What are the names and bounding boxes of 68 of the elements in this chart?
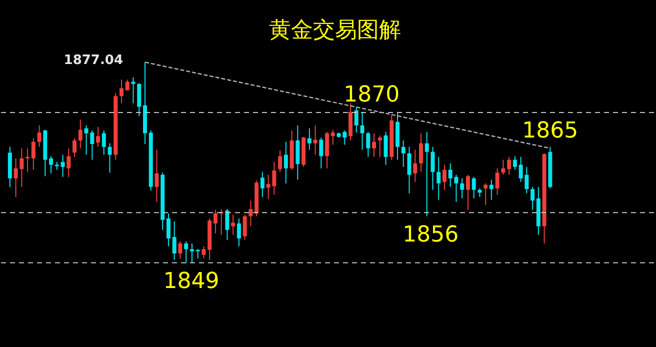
candlestick (166, 212, 170, 247)
candlestick (354, 106, 358, 134)
candlestick (96, 126, 100, 148)
candlestick (436, 156, 441, 200)
candlestick (501, 159, 506, 176)
ref-line-label: 1849 (163, 268, 220, 294)
candlestick (325, 131, 330, 169)
candlestick (125, 79, 130, 91)
candlestick (372, 132, 376, 158)
candlestick (418, 132, 423, 172)
candlestick (495, 168, 500, 196)
candlestick (424, 131, 429, 217)
candlestick (66, 148, 71, 178)
candlestick (407, 146, 412, 194)
candlestick (184, 240, 188, 264)
candlestick (366, 131, 370, 158)
candlestick (442, 164, 446, 190)
candlestick (330, 129, 335, 146)
candlestick (49, 156, 54, 174)
candlestick (260, 171, 264, 198)
candlestick (190, 242, 194, 264)
candlestick (178, 240, 182, 259)
candlestick (231, 214, 236, 236)
candlestick (489, 179, 494, 200)
ref-line-label: 1856 (402, 222, 459, 248)
candlestick (284, 141, 288, 184)
candlestick (102, 130, 106, 156)
candlestick (413, 149, 418, 182)
candlestick (278, 150, 282, 172)
candlestick (225, 208, 230, 240)
candlestick (378, 134, 382, 158)
candlestick (196, 248, 200, 259)
candlestick (307, 128, 312, 150)
candlestick (131, 76, 136, 104)
data-label: 1865 (522, 118, 578, 144)
candlestick (137, 82, 142, 117)
candlestick (319, 137, 324, 169)
candlestick (236, 218, 241, 247)
candlestick (78, 119, 82, 149)
candlestick (120, 79, 124, 104)
candlestick (360, 111, 364, 150)
candlestick (484, 182, 488, 206)
candlestick (512, 156, 517, 170)
candlestick (530, 186, 535, 210)
candlestick (460, 178, 464, 199)
candlestick (507, 156, 512, 176)
candlestick (31, 138, 36, 170)
chart-title: 黄金交易图解 (269, 18, 401, 43)
candlestick (472, 176, 476, 199)
data-label: 1877.04 (64, 53, 123, 68)
candlestick (154, 149, 159, 202)
candlestick (202, 246, 206, 259)
ref-line-label: 1870 (344, 82, 400, 108)
candlestick (248, 200, 253, 227)
candlestick (401, 140, 406, 168)
candlestick (213, 209, 218, 234)
candlestick (60, 154, 65, 178)
candlestick (313, 124, 318, 156)
candlestick (242, 214, 247, 240)
candlestick (466, 174, 470, 210)
candlestick (108, 142, 112, 174)
candlestick (37, 124, 42, 148)
candlestick (296, 124, 300, 180)
candlestick (172, 220, 176, 260)
candlestick (72, 138, 77, 158)
candlestick (384, 131, 388, 166)
candlestick (26, 148, 30, 172)
candlestick (430, 146, 435, 190)
